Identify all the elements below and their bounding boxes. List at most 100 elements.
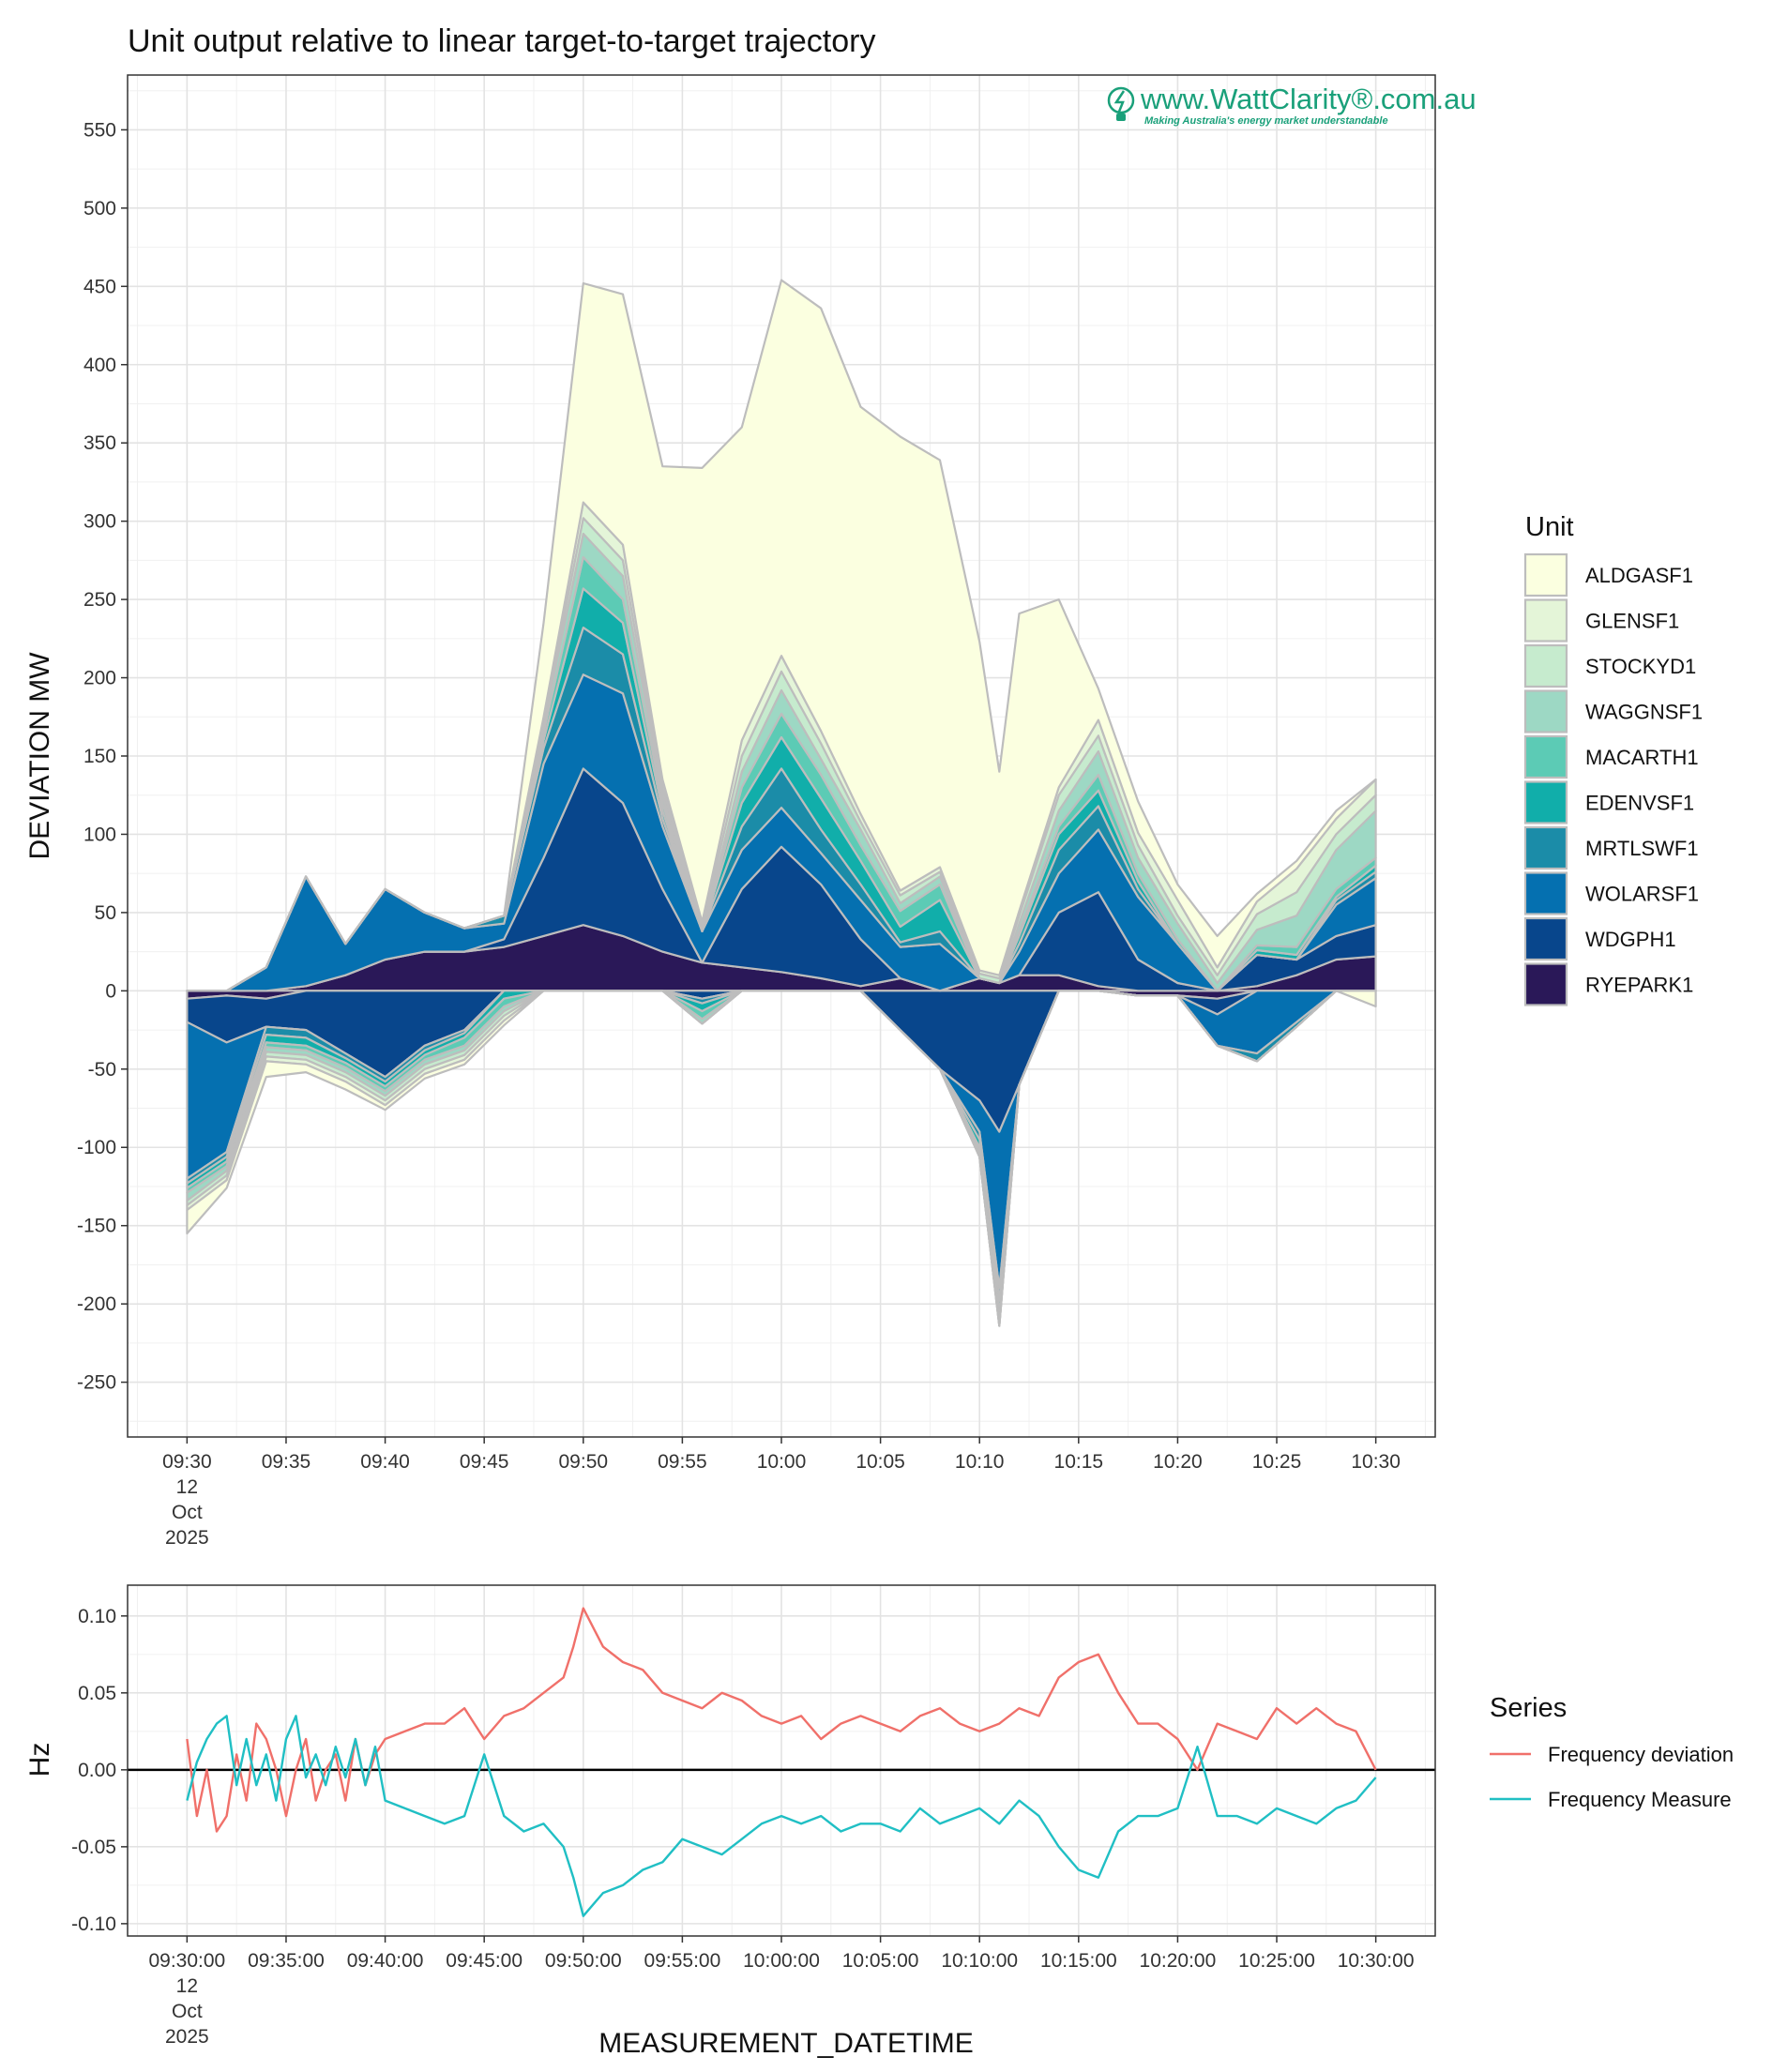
legend-swatch-mrtlswf1 [1523,825,1568,870]
top-panel: 550500450400350300250200150100500-50-100… [77,74,1436,1549]
y-tick-label: -200 [77,1293,116,1315]
legend-swatch-wolarsf1 [1523,871,1568,915]
x-axis-title: MEASUREMENT_DATETIME [598,2028,973,2059]
x-tick-label: 10:30:00 [1338,1950,1415,1972]
bottom-legend-title: Series [1490,1693,1567,1723]
bottom-x-axis: 09:30:00 12 Oct 2025 09:35:00 09:40:00 09:45:0… [148,1936,1415,2048]
x-tick-label: Oct [172,1502,203,1523]
y-tick-label: 450 [83,276,116,297]
legend-swatch-edenvsf1 [1523,780,1568,824]
lightbulb-icon [1107,86,1135,114]
legend-label-stockyd1: STOCKYD1 [1585,655,1696,678]
y-tick-label: -250 [77,1372,116,1394]
top-legend: Unit ALDGASF1 GLENSF1 STOCKYD1 WAGGNSF1 MACA… [1523,512,1703,1006]
bottom-gridlines [128,1585,1435,1936]
x-tick-label: 09:35:00 [248,1950,325,1972]
x-tick-label: 12 [176,1476,198,1498]
x-tick-label: 2025 [165,1527,209,1549]
y-tick-label: 400 [83,355,116,376]
x-tick-label: 10:10:00 [941,1950,1018,1972]
legend-label-aldgasf1: ALDGASF1 [1585,564,1693,587]
legend-label-frequency-measure: Frequency Measure [1548,1788,1732,1811]
y-tick-label: 0.10 [78,1606,116,1627]
x-tick-label: 10:05:00 [842,1950,919,1972]
y-tick-label: -150 [77,1216,116,1237]
y-tick-label: -0.05 [71,1837,116,1858]
x-tick-label: 09:55:00 [644,1950,721,1972]
top-y-axis-title: DEVIATION MW [24,652,55,860]
x-tick-label: 10:15:00 [1040,1950,1117,1972]
x-tick-label: 10:10 [955,1451,1005,1473]
area-aldgasf1-neg [186,990,1377,1327]
top-stacked-areas [186,279,1377,1327]
bottom-panel: 0.10 0.05 0.00 -0.05 -0.10 09:30:00 12 Oct 2025… [71,1584,1436,2048]
x-tick-label: 09:30:00 [148,1950,225,1972]
y-tick-label: -0.10 [71,1913,116,1935]
legend-label-glensf1: GLENSF1 [1585,610,1679,633]
x-tick-label: 09:35 [262,1451,311,1473]
x-tick-label: 12 [176,1975,198,1997]
legend-swatch-ryepark1 [1523,962,1568,1006]
legend-label-frequency-deviation: Frequency deviation [1548,1743,1734,1766]
x-tick-label: 10:05 [856,1451,905,1473]
y-tick-label: 0 [105,980,116,1002]
x-tick-label: Oct [172,2001,203,2022]
legend-label-waggnsf1: WAGGNSF1 [1585,701,1703,724]
legend-swatch-macarth1 [1523,734,1568,779]
x-tick-label: 10:20:00 [1140,1950,1217,1972]
x-tick-label: 09:40:00 [347,1950,424,1972]
x-tick-label: 09:45 [460,1451,509,1473]
x-tick-label: 09:55 [658,1451,707,1473]
legend-swatch-wdgph1 [1523,916,1568,961]
y-tick-label: 0.00 [78,1760,116,1781]
y-tick-label: -50 [88,1059,116,1081]
x-tick-label: 10:15 [1054,1451,1104,1473]
bottom-series-lines [186,1607,1377,1917]
legend-label-ryepark1: RYEPARK1 [1585,974,1693,997]
legend-label-wolarsf1: WOLARSF1 [1585,883,1699,906]
x-tick-label: 09:30 [162,1451,212,1473]
top-y-axis: 550500450400350300250200150100500-50-100… [77,119,128,1394]
y-tick-label: 550 [83,119,116,141]
x-tick-label: 09:45:00 [446,1950,523,1972]
x-tick-label: 09:50 [559,1451,609,1473]
line-frequency-measure [186,1715,1377,1917]
y-tick-label: 100 [83,824,116,845]
wattclarity-logo: www.WattClarity®.com.au Making Australia… [1107,83,1477,127]
y-tick-label: 50 [95,902,116,924]
legend-swatch-waggnsf1 [1523,689,1568,734]
legend-label-mrtlswf1: MRTLSWF1 [1585,837,1699,860]
chart-title: Unit output relative to linear target-to… [128,23,876,59]
x-tick-label: 10:25:00 [1238,1950,1315,1972]
y-tick-label: 150 [83,746,116,767]
x-tick-label: 09:50:00 [545,1950,622,1972]
bulb-base-icon [1116,113,1126,121]
legend-swatch-glensf1 [1523,598,1568,643]
legend-label-edenvsf1: EDENVSF1 [1585,792,1694,815]
logo-tagline: Making Australia's energy market underst… [1144,115,1388,127]
bottom-y-axis: 0.10 0.05 0.00 -0.05 -0.10 [71,1606,128,1935]
bottom-y-axis-title: Hz [24,1743,55,1777]
x-tick-label: 09:40 [360,1451,410,1473]
x-tick-label: 10:30 [1351,1451,1401,1473]
legend-swatch-stockyd1 [1523,643,1568,688]
top-x-axis: 09:30 12 Oct 2025 09:35 09:40 09:45 09:50 09:55 1… [162,1437,1401,1549]
x-tick-label: 10:00 [757,1451,807,1473]
area-aldgasf1-pos [186,279,1377,992]
bottom-legend: Series Frequency deviation Frequency Meas… [1490,1693,1734,1811]
line-frequency-deviation [186,1607,1377,1833]
top-legend-title: Unit [1525,512,1574,542]
y-tick-label: 300 [83,511,116,533]
y-tick-label: 200 [83,668,116,689]
legend-swatch-aldgasf1 [1523,552,1568,597]
y-tick-label: -100 [77,1137,116,1158]
y-tick-label: 500 [83,198,116,219]
x-tick-label: 2025 [165,2026,209,2048]
y-tick-label: 0.05 [78,1683,116,1704]
lightning-bolt-icon [1113,90,1126,113]
logo-main-text: www.WattClarity®.com.au [1140,83,1477,115]
y-tick-label: 350 [83,432,116,454]
x-tick-label: 10:00:00 [743,1950,820,1972]
x-tick-label: 10:25 [1252,1451,1302,1473]
